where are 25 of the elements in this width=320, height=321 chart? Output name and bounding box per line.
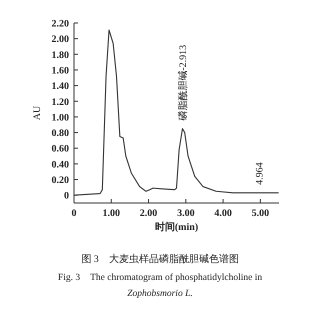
x-tick-label: 3.00: [177, 208, 195, 219]
x-tick-label: 4.00: [214, 208, 232, 219]
x-tick-label: 1.00: [102, 208, 120, 219]
y-tick-label: 1.20: [52, 96, 69, 108]
y-tick-label: 0.60: [52, 144, 69, 155]
y-tick-label: 0.80: [52, 128, 69, 140]
caption: 图 3 大麦虫样品磷脂酰胆碱色谱图: [81, 253, 239, 265]
y-tick-label: 0: [64, 190, 69, 202]
y-tick-label: 1.60: [52, 65, 69, 76]
y-tick-label: 1.80: [52, 50, 69, 61]
caption: Fig. 3 The chromatogram of phosphatidylcholine in: [58, 273, 262, 283]
y-tick-label: 0.20: [52, 175, 69, 186]
x-axis-title: 时间(min): [154, 221, 198, 233]
x-tick-label: 5.00: [252, 208, 270, 219]
y-tick-label: 2.20: [52, 18, 69, 30]
y-tick-label: 1.40: [52, 81, 69, 92]
annotation: 4.964: [254, 162, 266, 185]
x-tick-label: 2.00: [140, 208, 158, 219]
y-tick-label: 2.00: [52, 34, 69, 46]
y-tick-label: 0.40: [52, 159, 69, 170]
x-tick-label: 0: [72, 208, 76, 219]
annotation: 磷脂酰胆碱-2.913: [177, 44, 190, 122]
text: Zophobsmorio L.: [127, 289, 193, 299]
y-tick-label: 1.00: [52, 112, 69, 124]
y-axis-title: AU: [32, 105, 43, 120]
